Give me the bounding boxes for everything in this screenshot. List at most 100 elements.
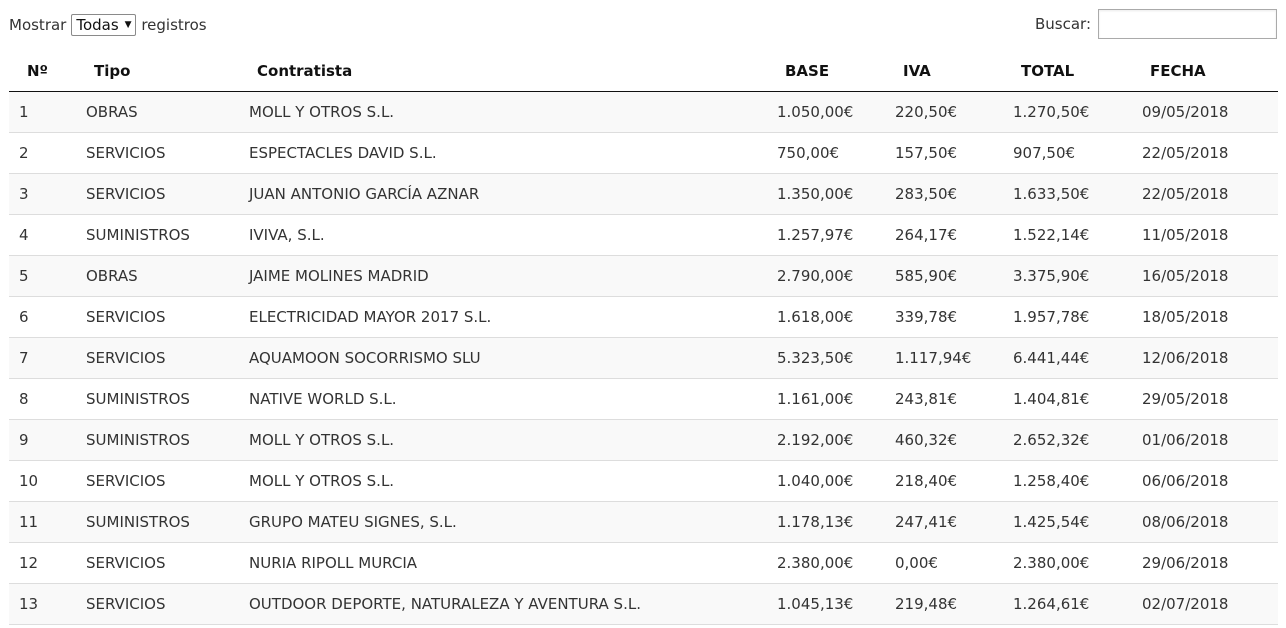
- table-row: 1 OBRAS MOLL Y OTROS S.L. 1.050,00€ 220,50€ 1…: [9, 91, 1278, 133]
- cell-contratista: MOLL Y OTROS S.L.: [249, 419, 777, 461]
- search-label: Buscar:: [1034, 15, 1091, 33]
- cell-tipo: SERVICIOS: [86, 337, 249, 379]
- records-per-page-select[interactable]: Todas ▼: [71, 14, 137, 36]
- cell-base: 1.350,00€: [777, 173, 895, 215]
- table-header-row: Nº Tipo Contratista BASE IVA TOTAL FECHA: [9, 50, 1278, 92]
- cell-contratista: JUAN ANTONIO GARCÍA AZNAR: [249, 173, 777, 215]
- cell-number: 1: [9, 91, 86, 133]
- cell-contratista: ESPECTACLES DAVID S.L.: [249, 132, 777, 174]
- cell-iva: 1.117,94€: [895, 337, 1013, 379]
- table-body: 1 OBRAS MOLL Y OTROS S.L. 1.050,00€ 220,50€ 1…: [9, 91, 1278, 625]
- cell-number: 8: [9, 378, 86, 420]
- cell-number: 2: [9, 132, 86, 174]
- cell-fecha: 11/05/2018: [1142, 214, 1278, 256]
- table-row: 10 SERVICIOS MOLL Y OTROS S.L. 1.040,00€ 218…: [9, 460, 1278, 502]
- column-header-iva[interactable]: IVA: [895, 50, 1013, 92]
- cell-iva: 220,50€: [895, 91, 1013, 133]
- table-row: 13 SERVICIOS OUTDOOR DEPORTE, NATURALEZA Y…: [9, 583, 1278, 625]
- column-header-fecha[interactable]: FECHA: [1142, 50, 1278, 92]
- column-header-number[interactable]: Nº: [9, 50, 86, 92]
- records-per-page-value: Todas: [76, 16, 119, 34]
- cell-total: 1.404,81€: [1013, 378, 1142, 420]
- cell-fecha: 08/06/2018: [1142, 501, 1278, 543]
- cell-fecha: 09/05/2018: [1142, 91, 1278, 133]
- cell-number: 3: [9, 173, 86, 215]
- cell-iva: 460,32€: [895, 419, 1013, 461]
- table-row: 5 OBRAS JAIME MOLINES MADRID 2.790,00€ 585,9…: [9, 255, 1278, 297]
- cell-base: 2.790,00€: [777, 255, 895, 297]
- table-row: 4 SUMINISTROS IVIVA, S.L. 1.257,97€ 264,17€ 1…: [9, 214, 1278, 256]
- cell-iva: 247,41€: [895, 501, 1013, 543]
- cell-total: 1.522,14€: [1013, 214, 1142, 256]
- cell-tipo: SUMINISTROS: [86, 378, 249, 420]
- cell-fecha: 22/05/2018: [1142, 132, 1278, 174]
- cell-base: 1.161,00€: [777, 378, 895, 420]
- cell-iva: 219,48€: [895, 583, 1013, 625]
- cell-fecha: 01/06/2018: [1142, 419, 1278, 461]
- cell-base: 2.192,00€: [777, 419, 895, 461]
- cell-iva: 264,17€: [895, 214, 1013, 256]
- cell-base: 1.040,00€: [777, 460, 895, 502]
- length-prefix-label: Mostrar: [9, 16, 67, 34]
- cell-total: 2.380,00€: [1013, 542, 1142, 584]
- cell-tipo: OBRAS: [86, 255, 249, 297]
- cell-tipo: OBRAS: [86, 91, 249, 133]
- search-input[interactable]: [1098, 9, 1277, 39]
- cell-base: 750,00€: [777, 132, 895, 174]
- column-header-tipo[interactable]: Tipo: [86, 50, 249, 92]
- cell-tipo: SUMINISTROS: [86, 419, 249, 461]
- cell-fecha: 22/05/2018: [1142, 173, 1278, 215]
- cell-iva: 585,90€: [895, 255, 1013, 297]
- cell-contratista: ELECTRICIDAD MAYOR 2017 S.L.: [249, 296, 777, 338]
- cell-total: 1.270,50€: [1013, 91, 1142, 133]
- cell-number: 9: [9, 419, 86, 461]
- column-header-total[interactable]: TOTAL: [1013, 50, 1142, 92]
- cell-base: 1.045,13€: [777, 583, 895, 625]
- cell-contratista: MOLL Y OTROS S.L.: [249, 91, 777, 133]
- cell-tipo: SERVICIOS: [86, 542, 249, 584]
- column-header-base[interactable]: BASE: [777, 50, 895, 92]
- cell-contratista: GRUPO MATEU SIGNES, S.L.: [249, 501, 777, 543]
- cell-tipo: SERVICIOS: [86, 296, 249, 338]
- cell-total: 1.264,61€: [1013, 583, 1142, 625]
- cell-tipo: SERVICIOS: [86, 460, 249, 502]
- cell-contratista: JAIME MOLINES MADRID: [249, 255, 777, 297]
- cell-contratista: NATIVE WORLD S.L.: [249, 378, 777, 420]
- cell-iva: 157,50€: [895, 132, 1013, 174]
- cell-fecha: 16/05/2018: [1142, 255, 1278, 297]
- table-row: 12 SERVICIOS NURIA RIPOLL MURCIA 2.380,00€ 0…: [9, 542, 1278, 584]
- cell-fecha: 12/06/2018: [1142, 337, 1278, 379]
- table-row: 3 SERVICIOS JUAN ANTONIO GARCÍA AZNAR 1.350…: [9, 173, 1278, 215]
- cell-number: 11: [9, 501, 86, 543]
- column-header-contratista[interactable]: Contratista: [249, 50, 777, 92]
- contracts-table: Nº Tipo Contratista BASE IVA TOTAL FECHA…: [9, 50, 1278, 625]
- cell-contratista: AQUAMOON SOCORRISMO SLU: [249, 337, 777, 379]
- cell-total: 1.957,78€: [1013, 296, 1142, 338]
- cell-total: 2.652,32€: [1013, 419, 1142, 461]
- table-row: 2 SERVICIOS ESPECTACLES DAVID S.L. 750,00€ 1…: [9, 132, 1278, 174]
- cell-iva: 243,81€: [895, 378, 1013, 420]
- length-suffix-label: registros: [141, 16, 207, 34]
- cell-base: 1.257,97€: [777, 214, 895, 256]
- table-row: 7 SERVICIOS AQUAMOON SOCORRISMO SLU 5.323,5…: [9, 337, 1278, 379]
- table-row: 11 SUMINISTROS GRUPO MATEU SIGNES, S.L. 1.1…: [9, 501, 1278, 543]
- cell-number: 6: [9, 296, 86, 338]
- cell-total: 6.441,44€: [1013, 337, 1142, 379]
- cell-total: 1.633,50€: [1013, 173, 1142, 215]
- cell-contratista: OUTDOOR DEPORTE, NATURALEZA Y AVENTURA S…: [249, 583, 777, 625]
- cell-tipo: SUMINISTROS: [86, 501, 249, 543]
- cell-fecha: 06/06/2018: [1142, 460, 1278, 502]
- cell-total: 1.425,54€: [1013, 501, 1142, 543]
- cell-tipo: SERVICIOS: [86, 583, 249, 625]
- table-row: 9 SUMINISTROS MOLL Y OTROS S.L. 2.192,00€ 46…: [9, 419, 1278, 461]
- cell-contratista: NURIA RIPOLL MURCIA: [249, 542, 777, 584]
- cell-fecha: 18/05/2018: [1142, 296, 1278, 338]
- cell-fecha: 02/07/2018: [1142, 583, 1278, 625]
- cell-contratista: IVIVA, S.L.: [249, 214, 777, 256]
- cell-total: 1.258,40€: [1013, 460, 1142, 502]
- length-control: Mostrar Todas ▼ registros: [9, 10, 207, 40]
- cell-tipo: SERVICIOS: [86, 132, 249, 174]
- cell-base: 1.618,00€: [777, 296, 895, 338]
- cell-base: 1.050,00€: [777, 91, 895, 133]
- cell-base: 2.380,00€: [777, 542, 895, 584]
